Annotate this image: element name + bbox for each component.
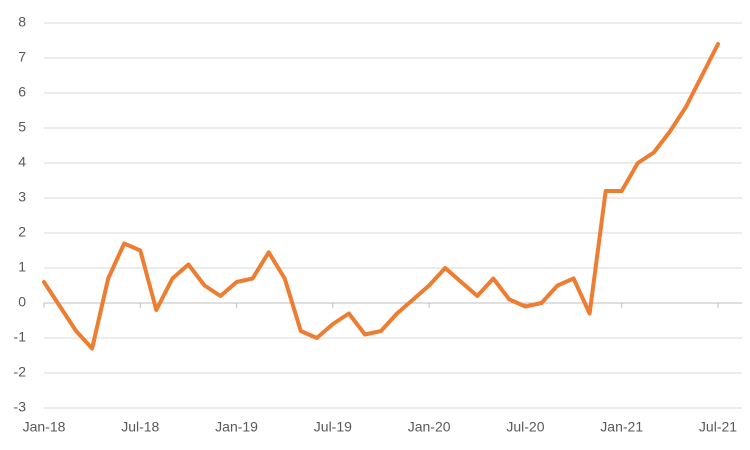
x-tick-label: Jul-20 [506,419,544,435]
y-tick-label: 5 [18,119,26,135]
y-tick-label: 7 [18,49,26,65]
x-tick-label: Jul-19 [314,419,352,435]
y-tick-label: 8 [18,14,26,30]
x-tick-label: Jan-21 [600,419,643,435]
y-tick-label: -2 [14,364,27,380]
y-tick-label: 3 [18,189,26,205]
y-tick-label: 1 [18,259,26,275]
y-tick-label: 6 [18,84,26,100]
y-tick-label: 2 [18,224,26,240]
x-tick-label: Jan-18 [23,419,66,435]
y-tick-label: 4 [18,154,26,170]
x-tick-label: Jan-20 [408,419,451,435]
line-series [42,42,720,351]
x-tick-label: Jan-19 [215,419,258,435]
x-tick-label: Jul-18 [121,419,159,435]
x-tick-label: Jul-21 [699,419,737,435]
y-tick-label: 0 [18,294,26,310]
y-tick-label: -1 [14,329,27,345]
y-tick-label: -3 [14,399,27,415]
